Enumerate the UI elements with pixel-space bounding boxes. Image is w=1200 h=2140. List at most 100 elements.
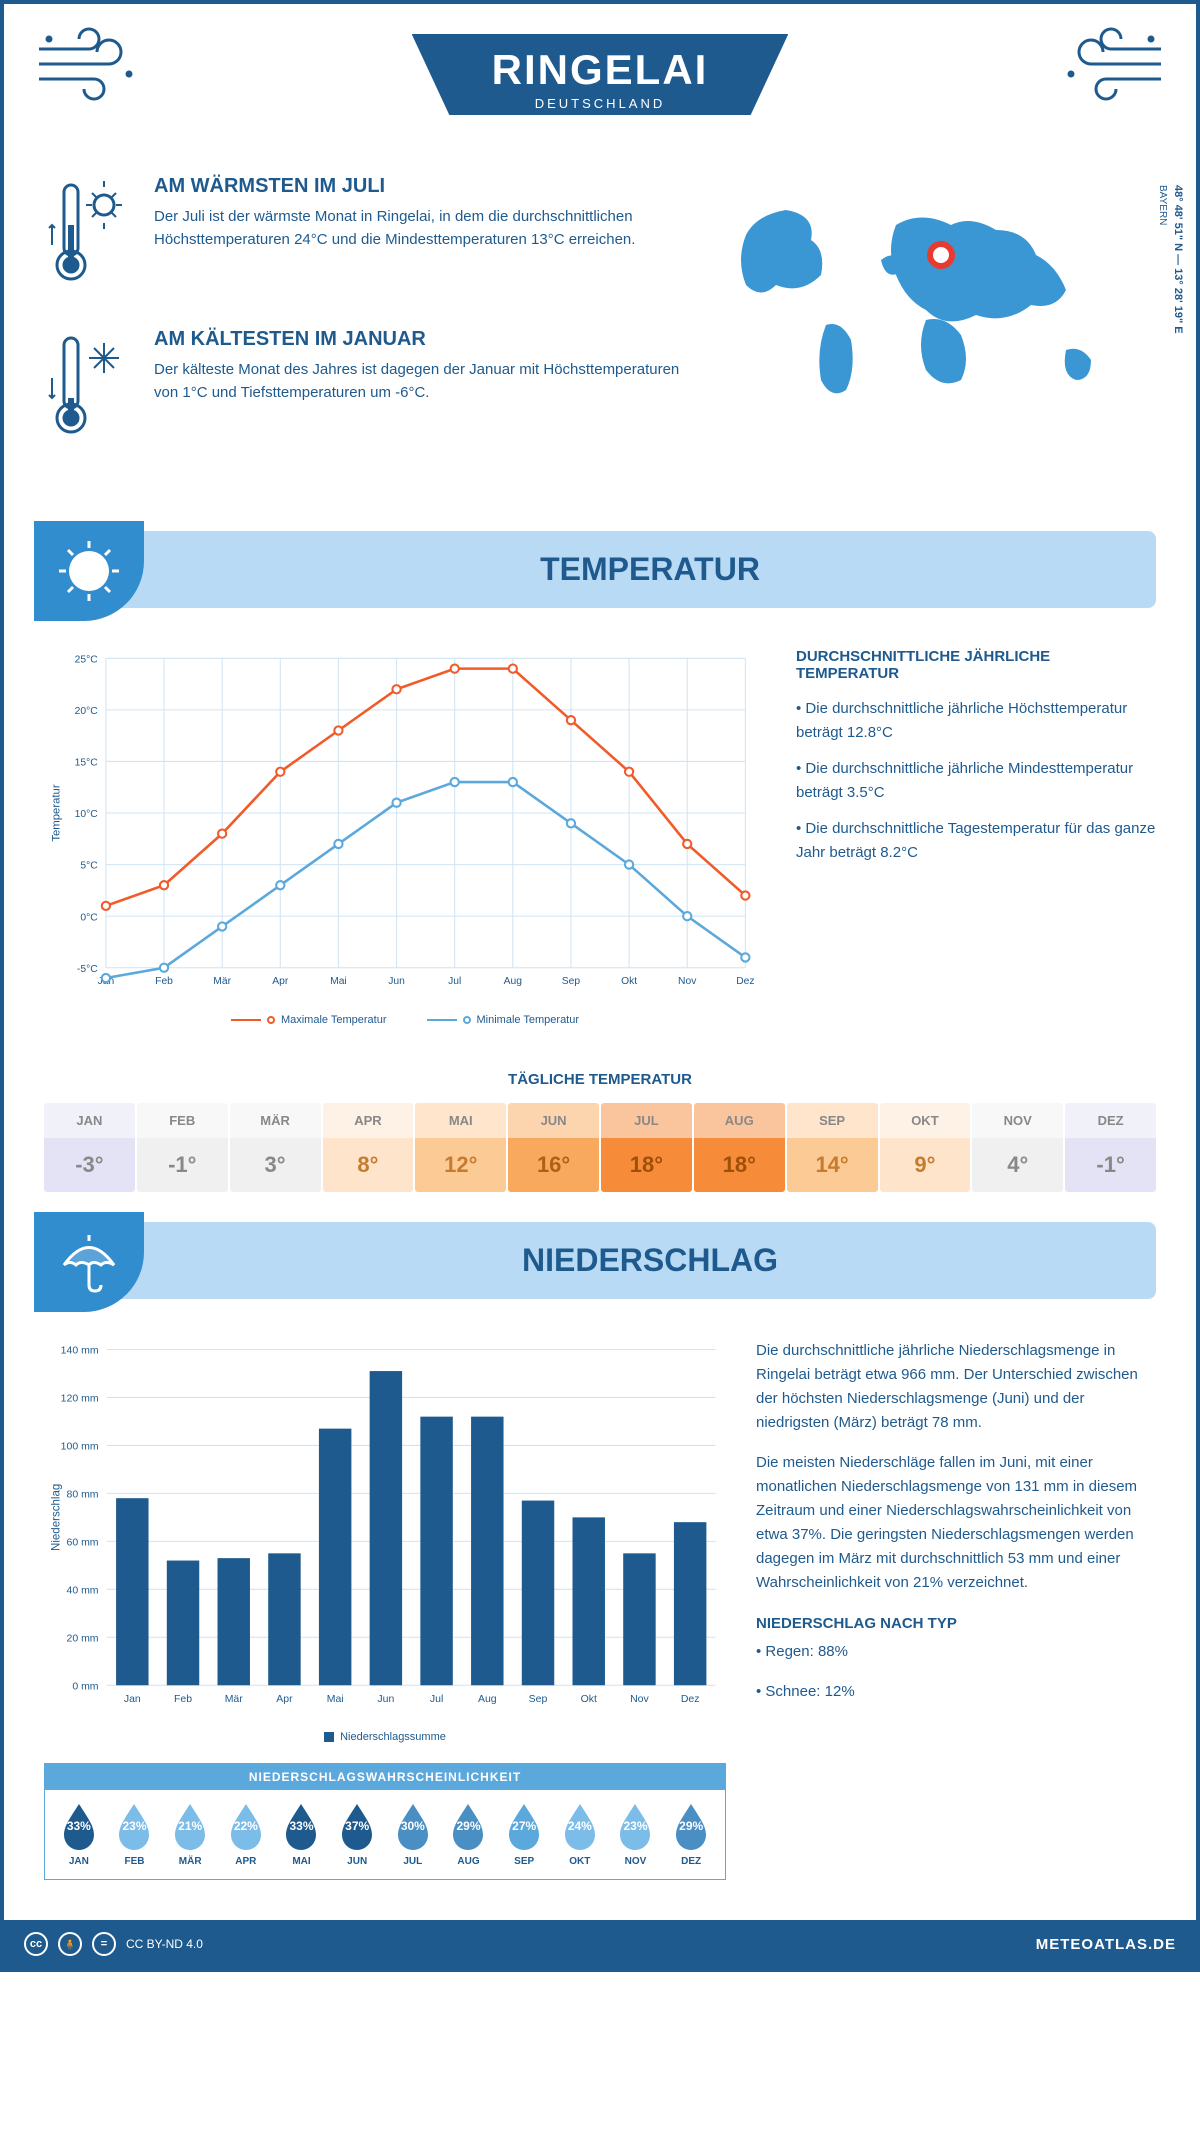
precipitation-chart: 0 mm 20 mm 40 mm 60 mm 80 mm 100 mm 120 mm 140 … — [44, 1339, 726, 1744]
cc-icon: cc — [24, 1932, 48, 1956]
thermometer-cold-icon — [44, 328, 134, 453]
page-title: RINGELAI — [492, 46, 709, 94]
prob-cell: 29% AUG — [443, 1802, 495, 1867]
daily-cell: SEP 14° — [787, 1103, 878, 1192]
svg-text:-5°C: -5°C — [77, 964, 98, 975]
svg-text:Dez: Dez — [681, 1694, 700, 1705]
temp-section-title: TEMPERATUR — [164, 551, 1136, 588]
svg-text:15°C: 15°C — [75, 758, 99, 769]
svg-text:Aug: Aug — [478, 1694, 497, 1705]
svg-text:25°C: 25°C — [75, 654, 99, 665]
prob-cell: 24% OKT — [554, 1802, 606, 1867]
daily-temp-title: TÄGLICHE TEMPERATUR — [4, 1071, 1196, 1088]
temp-bullet-3: • Die durchschnittliche Tagestemperatur … — [796, 817, 1156, 865]
warmest-block: AM WÄRMSTEN IM JULI Der Juli ist der wär… — [44, 175, 686, 300]
probability-title: NIEDERSCHLAGSWAHRSCHEINLICHKEIT — [45, 1764, 725, 1790]
prob-cell: 33% MAI — [276, 1802, 328, 1867]
legend-precip: Niederschlagssumme — [324, 1731, 446, 1743]
daily-cell: JUL 18° — [601, 1103, 692, 1192]
svg-text:Apr: Apr — [276, 1694, 293, 1705]
daily-cell: MAI 12° — [415, 1103, 506, 1192]
legend-max: Maximale Temperatur — [231, 1014, 387, 1026]
precip-section-header: NIEDERSCHLAG — [44, 1222, 1156, 1299]
warmest-title: AM WÄRMSTEN IM JULI — [154, 175, 686, 198]
daily-cell: JUN 16° — [508, 1103, 599, 1192]
coldest-title: AM KÄLTESTEN IM JANUAR — [154, 328, 686, 351]
daily-cell: NOV 4° — [972, 1103, 1063, 1192]
precip-para-2: Die meisten Niederschläge fallen im Juni… — [756, 1451, 1156, 1595]
temperature-section-header: TEMPERATUR — [44, 531, 1156, 608]
daily-cell: AUG 18° — [694, 1103, 785, 1192]
svg-text:Mai: Mai — [330, 976, 347, 987]
svg-text:Mär: Mär — [213, 976, 231, 987]
region-label: BAYERN — [1157, 185, 1168, 225]
warmest-text: Der Juli ist der wärmste Monat in Ringel… — [154, 206, 686, 251]
svg-text:100 mm: 100 mm — [61, 1441, 99, 1452]
precip-type-1: • Regen: 88% — [756, 1640, 1156, 1664]
prob-cell: 22% APR — [220, 1802, 272, 1867]
svg-text:Dez: Dez — [736, 976, 754, 987]
precip-type-2: • Schnee: 12% — [756, 1680, 1156, 1704]
world-map: BAYERN 48° 48' 51" N — 13° 28' 19" E — [726, 175, 1156, 481]
svg-text:Aug: Aug — [504, 976, 523, 987]
svg-text:10°C: 10°C — [75, 809, 99, 820]
daily-cell: OKT 9° — [880, 1103, 971, 1192]
svg-text:20°C: 20°C — [75, 706, 99, 717]
svg-text:Sep: Sep — [529, 1694, 548, 1705]
daily-cell: APR 8° — [323, 1103, 414, 1192]
umbrella-icon — [34, 1212, 144, 1312]
temp-bullet-2: • Die durchschnittliche jährliche Mindes… — [796, 757, 1156, 805]
footer: cc 🧍 = CC BY-ND 4.0 METEOATLAS.DE — [4, 1920, 1196, 1968]
header: RINGELAI DEUTSCHLAND — [4, 4, 1196, 165]
svg-text:20 mm: 20 mm — [67, 1633, 99, 1644]
svg-text:Jul: Jul — [430, 1694, 443, 1705]
svg-text:0 mm: 0 mm — [72, 1681, 98, 1692]
svg-text:5°C: 5°C — [80, 861, 98, 872]
precip-para-1: Die durchschnittliche jährliche Niedersc… — [756, 1339, 1156, 1435]
daily-cell: FEB -1° — [137, 1103, 228, 1192]
svg-text:140 mm: 140 mm — [61, 1345, 99, 1356]
temperature-chart: -5°C0°C5°C10°C15°C20°C25°CJanFebMärAprMa… — [44, 648, 766, 1026]
prob-cell: 23% FEB — [109, 1802, 161, 1867]
site-name: METEOATLAS.DE — [1036, 1936, 1176, 1953]
svg-text:Jul: Jul — [448, 976, 461, 987]
temp-bullet-1: • Die durchschnittliche jährliche Höchst… — [796, 697, 1156, 745]
temp-summary-title: DURCHSCHNITTLICHE JÄHRLICHE TEMPERATUR — [796, 648, 1156, 682]
svg-text:Feb: Feb — [155, 976, 173, 987]
svg-text:Mai: Mai — [327, 1694, 344, 1705]
svg-text:Nov: Nov — [630, 1694, 649, 1705]
svg-text:120 mm: 120 mm — [61, 1393, 99, 1404]
daily-cell: DEZ -1° — [1065, 1103, 1156, 1192]
svg-text:0°C: 0°C — [80, 912, 98, 923]
prob-cell: 29% DEZ — [665, 1802, 717, 1867]
svg-text:Nov: Nov — [678, 976, 697, 987]
svg-text:Sep: Sep — [562, 976, 581, 987]
page-subtitle: DEUTSCHLAND — [492, 96, 709, 111]
title-banner: RINGELAI DEUTSCHLAND — [412, 34, 789, 115]
prob-cell: 37% JUN — [331, 1802, 383, 1867]
svg-text:Feb: Feb — [174, 1694, 192, 1705]
coldest-block: AM KÄLTESTEN IM JANUAR Der kälteste Mona… — [44, 328, 686, 453]
svg-text:Temperatur: Temperatur — [50, 784, 62, 842]
precip-section-title: NIEDERSCHLAG — [164, 1242, 1136, 1279]
svg-text:Okt: Okt — [621, 976, 637, 987]
svg-text:Jan: Jan — [124, 1694, 141, 1705]
wind-icon-left — [34, 24, 144, 104]
prob-cell: 23% NOV — [610, 1802, 662, 1867]
precip-summary: Die durchschnittliche jährliche Niedersc… — [756, 1339, 1156, 1881]
prob-cell: 21% MÄR — [164, 1802, 216, 1867]
svg-text:Jun: Jun — [377, 1694, 394, 1705]
svg-text:40 mm: 40 mm — [67, 1585, 99, 1596]
daily-cell: JAN -3° — [44, 1103, 135, 1192]
svg-text:Apr: Apr — [272, 976, 289, 987]
svg-text:80 mm: 80 mm — [67, 1489, 99, 1500]
license-text: CC BY-ND 4.0 — [126, 1937, 203, 1951]
temp-summary: DURCHSCHNITTLICHE JÄHRLICHE TEMPERATUR •… — [796, 648, 1156, 1026]
by-icon: 🧍 — [58, 1932, 82, 1956]
probability-box: NIEDERSCHLAGSWAHRSCHEINLICHKEIT 33% JAN … — [44, 1763, 726, 1880]
svg-text:60 mm: 60 mm — [67, 1537, 99, 1548]
daily-temp-grid: JAN -3° FEB -1° MÄR 3° APR 8° MAI 12° JU… — [44, 1103, 1156, 1192]
svg-text:Okt: Okt — [581, 1694, 597, 1705]
prob-cell: 27% SEP — [498, 1802, 550, 1867]
svg-text:Mär: Mär — [225, 1694, 244, 1705]
